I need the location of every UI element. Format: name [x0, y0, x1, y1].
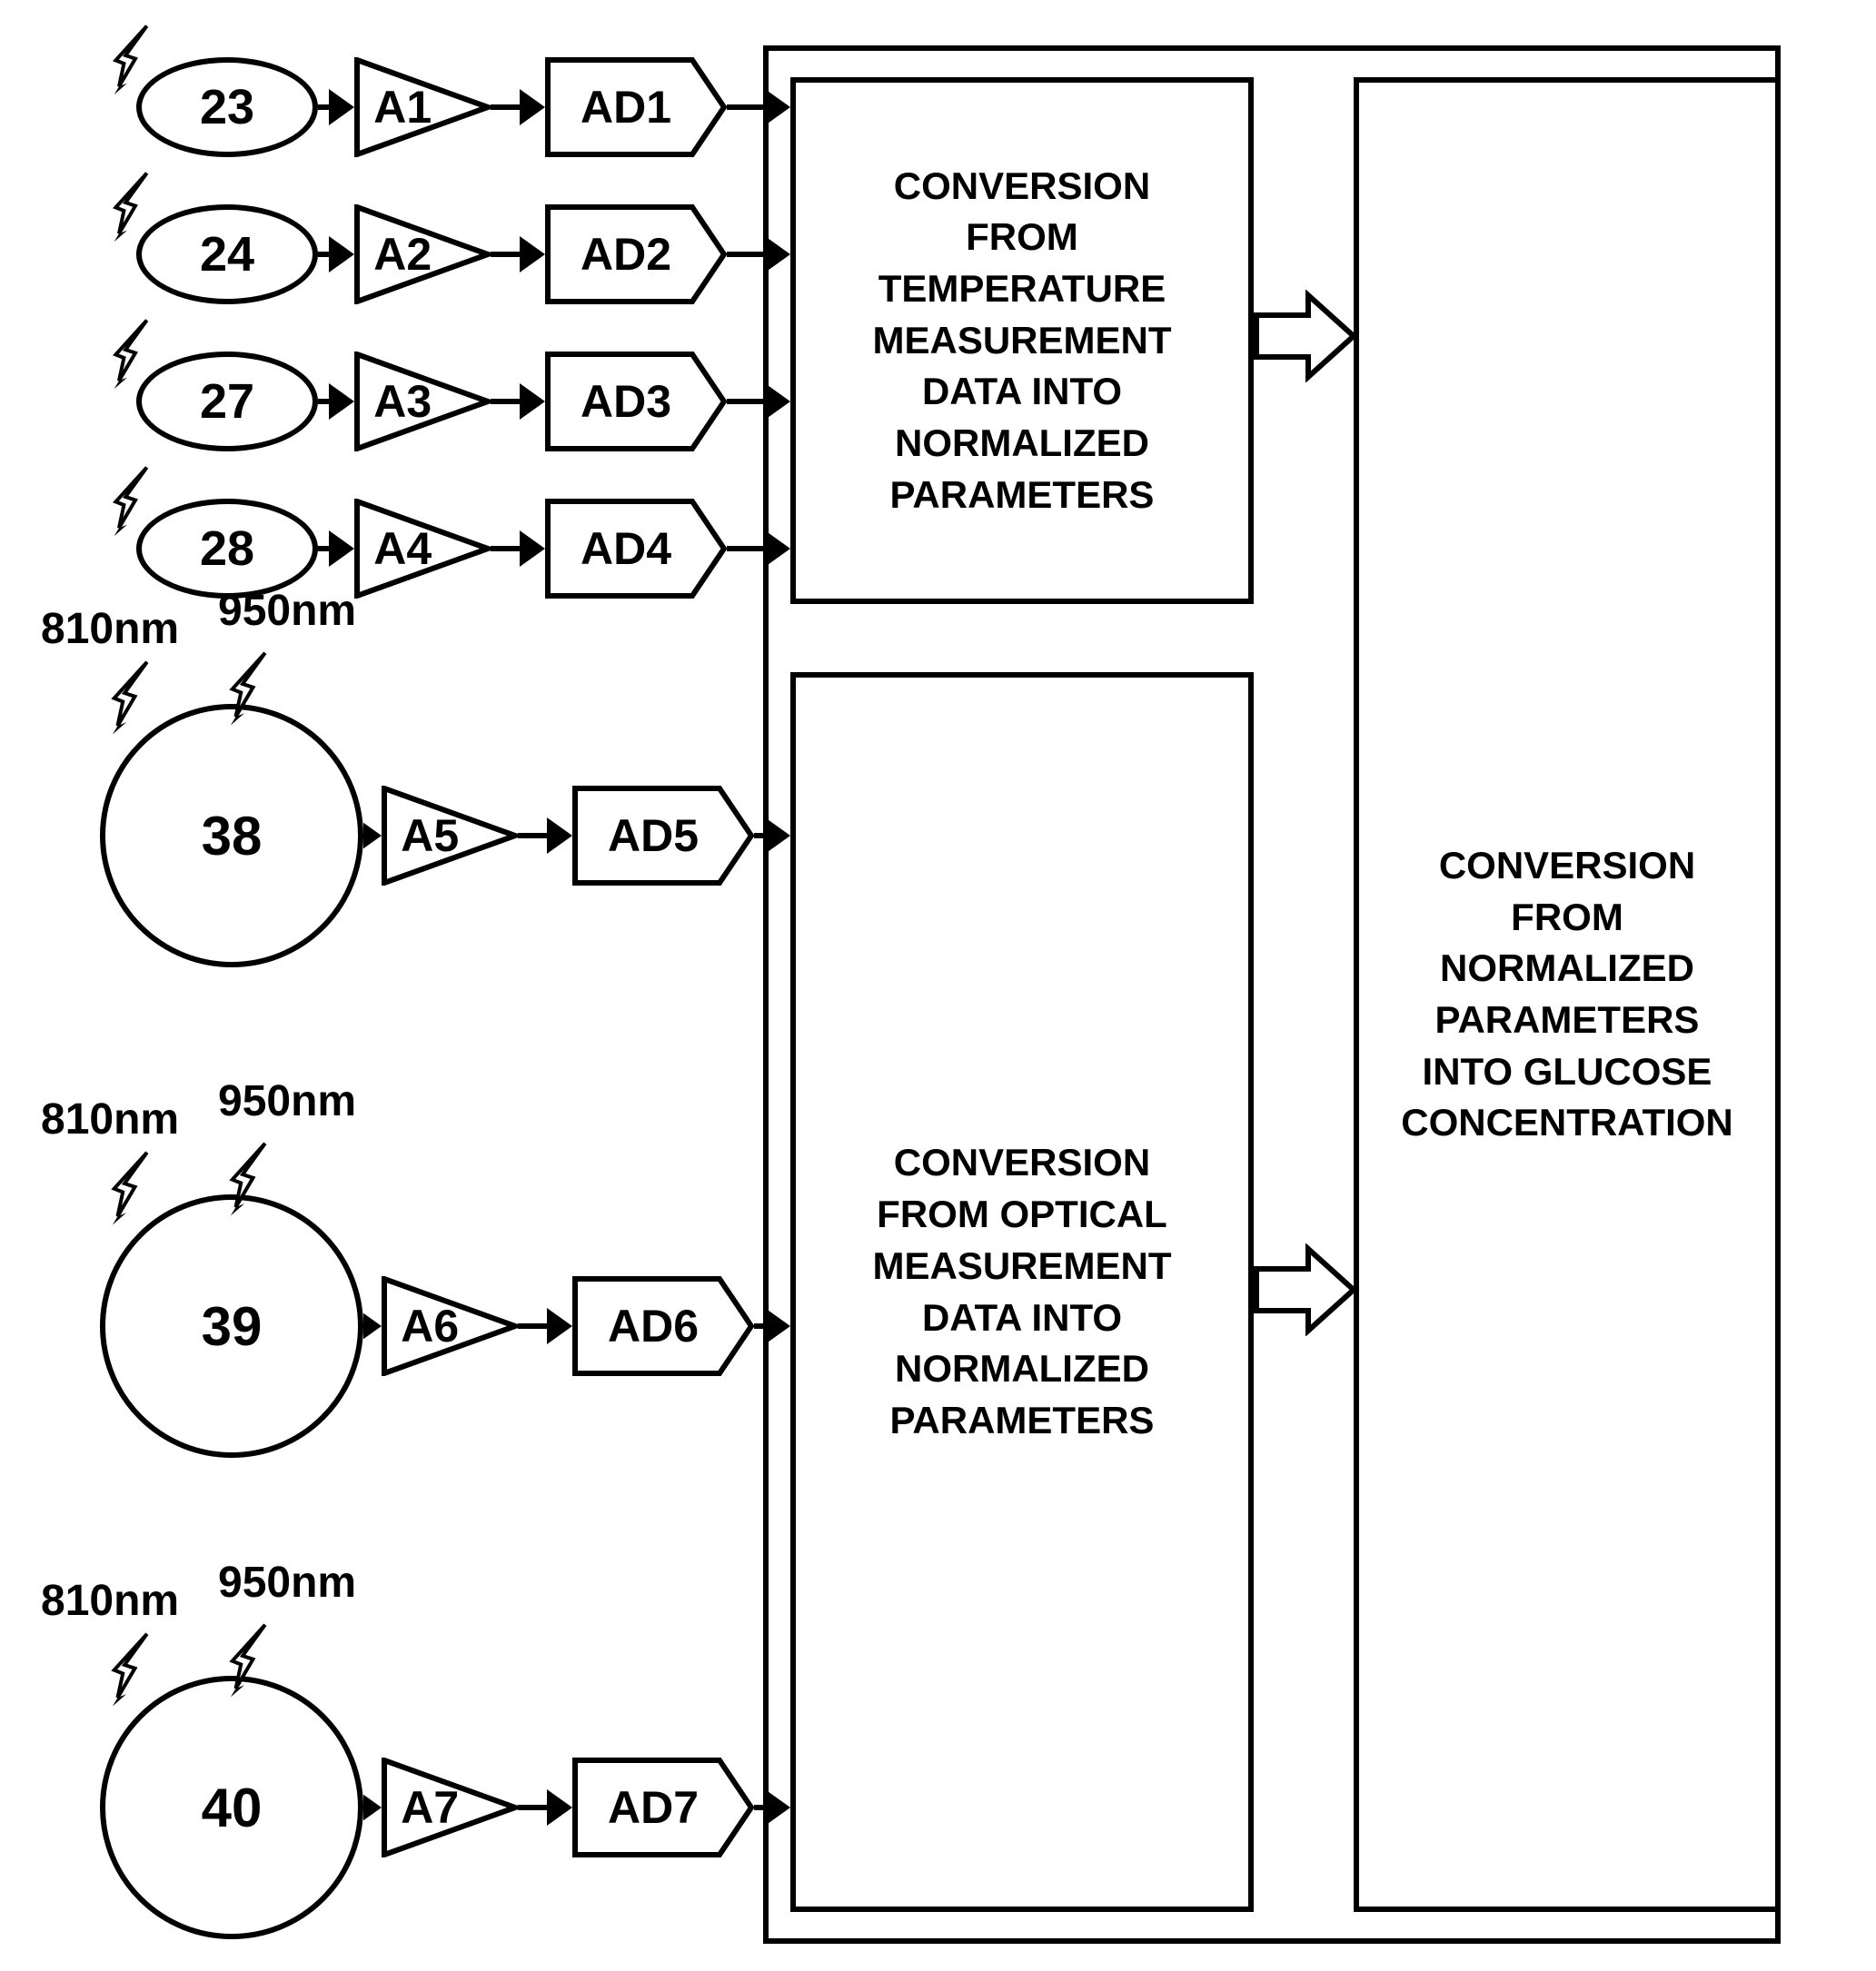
- sensor-label: 39: [202, 1295, 263, 1358]
- sensor-label: 38: [202, 805, 263, 867]
- optical-conversion-box: CONVERSION FROM OPTICAL MEASUREMENT DATA…: [790, 672, 1254, 1912]
- glucose-conversion-text: CONVERSION FROM NORMALIZED PARAMETERS IN…: [1401, 840, 1733, 1149]
- sensor-label: 28: [200, 520, 254, 577]
- sensor-40: 40: [100, 1676, 363, 1939]
- sensor-27: 27: [136, 352, 318, 451]
- amp-label: A5: [392, 809, 468, 862]
- wavelength-right: 950nm: [218, 1558, 356, 1608]
- sensor-38: 38: [100, 704, 363, 967]
- sensor-label: 24: [200, 226, 254, 282]
- sensor-28: 28: [136, 499, 318, 599]
- optical-conversion-text: CONVERSION FROM OPTICAL MEASUREMENT DATA…: [872, 1137, 1171, 1446]
- adc-label: AD6: [580, 1300, 727, 1352]
- amp-label: A7: [392, 1781, 468, 1834]
- adc-label: AD4: [552, 522, 700, 575]
- amp-label: A1: [365, 81, 441, 134]
- sensor-39: 39: [100, 1194, 363, 1458]
- wavelength-left: 810nm: [41, 604, 179, 654]
- adc-label: AD3: [552, 375, 700, 428]
- temp-conversion-box: CONVERSION FROM TEMPERATURE MEASUREMENT …: [790, 77, 1254, 604]
- wavelength-left: 810nm: [41, 1576, 179, 1626]
- wavelength-right: 950nm: [218, 586, 356, 636]
- wavelength-right: 950nm: [218, 1076, 356, 1126]
- sensor-label: 27: [200, 373, 254, 430]
- glucose-conversion-box: CONVERSION FROM NORMALIZED PARAMETERS IN…: [1354, 77, 1781, 1912]
- amp-label: A6: [392, 1300, 468, 1352]
- sensor-24: 24: [136, 204, 318, 304]
- amp-label: A4: [365, 522, 441, 575]
- amp-label: A3: [365, 375, 441, 428]
- sensor-label: 40: [202, 1777, 263, 1839]
- adc-label: AD5: [580, 809, 727, 862]
- sensor-23: 23: [136, 57, 318, 157]
- adc-label: AD7: [580, 1781, 727, 1834]
- adc-label: AD2: [552, 228, 700, 281]
- amp-label: A2: [365, 228, 441, 281]
- wavelength-left: 810nm: [41, 1094, 179, 1144]
- sensor-label: 23: [200, 79, 254, 135]
- temp-conversion-text: CONVERSION FROM TEMPERATURE MEASUREMENT …: [872, 161, 1171, 521]
- adc-label: AD1: [552, 81, 700, 134]
